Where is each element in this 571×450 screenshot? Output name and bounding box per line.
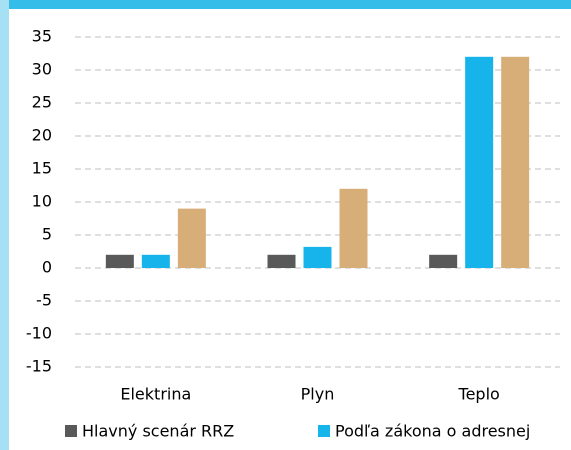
legend-swatch [65,425,77,437]
bar [465,56,494,268]
bar [141,254,170,268]
y-tick-label: -10 [26,324,52,343]
bar [429,254,458,268]
legend-swatch [318,425,330,437]
y-tick-label: 35 [32,27,52,46]
y-tick-label: 15 [32,159,52,178]
x-tick-label: Teplo [458,385,500,404]
y-tick-label: 30 [32,60,52,79]
y-tick-label: 0 [42,258,52,277]
x-tick-label: Elektrina [120,385,191,404]
y-tick-label: -15 [26,357,52,376]
y-tick-label: 5 [42,225,52,244]
bar [267,254,296,268]
y-tick-label: 20 [32,126,52,145]
x-tick-label: Plyn [301,385,335,404]
y-tick-label: 25 [32,93,52,112]
y-tick-label: -5 [36,291,52,310]
bar [303,246,332,268]
bar [177,208,206,268]
y-tick-label: 10 [32,192,52,211]
top-border [0,0,571,9]
legend-label: Hlavný scenár RRZ [82,422,234,441]
bar [105,254,134,268]
left-border [0,0,9,450]
bar [339,188,368,268]
bar [501,56,530,268]
legend-label: Podľa zákona o adresnej [335,422,530,441]
